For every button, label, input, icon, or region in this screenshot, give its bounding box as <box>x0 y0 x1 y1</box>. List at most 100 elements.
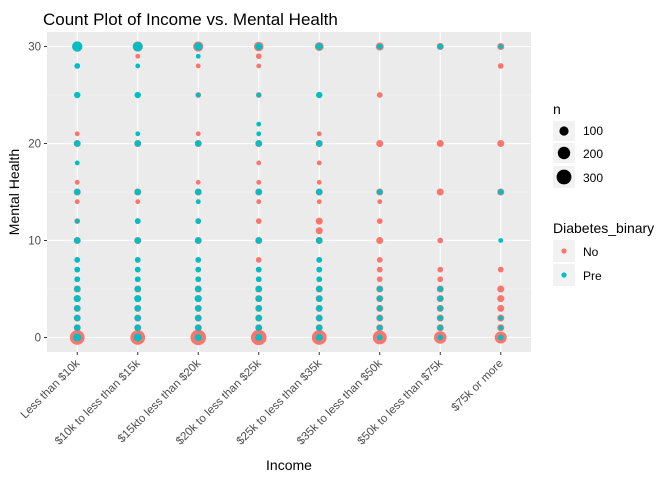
y-axis-ticks: 0 10 20 30 <box>28 42 47 344</box>
data-point-pre <box>73 295 81 303</box>
data-point-no <box>74 179 80 185</box>
data-point-pre <box>134 266 141 273</box>
y-tick-label: 30 <box>28 42 41 54</box>
data-point-no <box>195 179 201 185</box>
data-point-pre <box>195 305 202 312</box>
size-legend-key-200 <box>557 146 571 160</box>
size-legend-label-200: 200 <box>583 147 603 161</box>
data-point-pre <box>74 257 81 263</box>
data-point-pre <box>376 315 383 321</box>
data-point-pre <box>255 333 263 341</box>
data-point-pre <box>437 324 444 331</box>
data-point-no <box>377 199 383 205</box>
data-point-pre <box>195 188 202 196</box>
data-point-pre <box>498 325 504 331</box>
data-point-pre <box>316 257 323 263</box>
data-point-no <box>135 53 141 59</box>
data-point-pre <box>316 140 323 147</box>
data-point-pre <box>255 295 262 302</box>
data-point-pre <box>497 334 504 341</box>
data-point-pre <box>73 333 82 342</box>
color-legend-title: Diabetes_binary <box>553 220 654 236</box>
data-point-pre <box>195 257 202 263</box>
data-point-pre <box>134 295 142 303</box>
data-point-pre <box>316 295 323 302</box>
data-point-pre <box>316 314 323 322</box>
data-point-pre <box>134 91 141 99</box>
data-point-pre <box>195 285 202 293</box>
data-point-pre <box>255 314 262 322</box>
data-point-pre <box>74 314 81 322</box>
data-point-pre <box>135 63 141 69</box>
data-point-pre <box>74 160 80 166</box>
data-point-no <box>256 160 262 166</box>
data-point-pre <box>134 324 141 331</box>
data-point-pre <box>74 63 81 69</box>
y-axis-title: Mental Health <box>6 149 22 235</box>
data-point-no <box>195 63 201 69</box>
data-point-no <box>376 276 383 283</box>
data-point-pre <box>255 276 262 283</box>
data-point-no <box>256 179 262 185</box>
data-point-pre <box>134 188 141 196</box>
x-axis-ticks: Less than $10k$10k to less than $15k$15k… <box>19 352 506 448</box>
size-legend-key-300 <box>556 169 572 185</box>
data-point-no <box>256 63 262 69</box>
data-point-pre <box>74 218 80 224</box>
data-point-pre <box>256 92 262 98</box>
data-point-pre <box>255 305 262 312</box>
data-point-no <box>316 131 322 137</box>
data-point-pre <box>194 42 203 51</box>
data-point-pre <box>195 140 202 147</box>
data-point-pre <box>316 91 323 99</box>
data-point-no <box>437 276 444 283</box>
data-point-no <box>316 160 322 166</box>
data-point-pre <box>134 140 141 147</box>
data-point-pre <box>74 140 81 147</box>
data-point-pre <box>376 286 383 292</box>
data-point-no <box>255 257 262 263</box>
legend-key-pre <box>561 272 567 278</box>
data-point-pre <box>195 324 202 331</box>
data-point-pre <box>255 188 262 196</box>
data-point-no <box>135 199 141 205</box>
data-point-pre <box>133 333 142 342</box>
data-point-pre <box>135 131 141 137</box>
data-point-pre <box>256 121 262 127</box>
data-point-pre <box>134 276 141 283</box>
data-point-pre <box>316 237 323 244</box>
data-point-no <box>376 257 383 263</box>
data-point-pre <box>316 276 323 283</box>
data-point-pre <box>74 237 81 244</box>
y-tick-label: 10 <box>28 235 41 247</box>
data-point-pre <box>255 140 262 147</box>
data-point-pre <box>256 131 262 137</box>
data-point-no <box>436 140 444 148</box>
data-point-pre <box>74 285 81 293</box>
data-point-pre <box>132 41 143 52</box>
data-point-pre <box>134 218 141 224</box>
data-point-pre <box>195 199 201 205</box>
data-point-pre <box>134 305 141 312</box>
data-point-pre <box>255 266 262 273</box>
data-point-no <box>74 131 80 137</box>
data-point-no <box>437 266 444 273</box>
data-point-pre <box>376 295 383 302</box>
data-point-pre <box>437 334 444 341</box>
data-point-no <box>497 63 504 69</box>
data-point-no <box>74 199 80 205</box>
data-point-pre <box>195 92 201 98</box>
data-point-pre <box>376 189 383 195</box>
data-point-pre <box>194 333 202 341</box>
x-axis-title: Income <box>266 457 312 473</box>
data-point-no <box>315 227 323 235</box>
data-point-no <box>316 199 322 205</box>
data-point-pre <box>376 43 383 50</box>
data-point-pre <box>376 334 383 341</box>
size-legend-title: n <box>553 101 561 117</box>
data-point-no <box>376 218 383 224</box>
color-legend: No Pre <box>553 240 602 286</box>
data-point-pre <box>195 218 202 224</box>
data-point-pre <box>74 188 81 196</box>
